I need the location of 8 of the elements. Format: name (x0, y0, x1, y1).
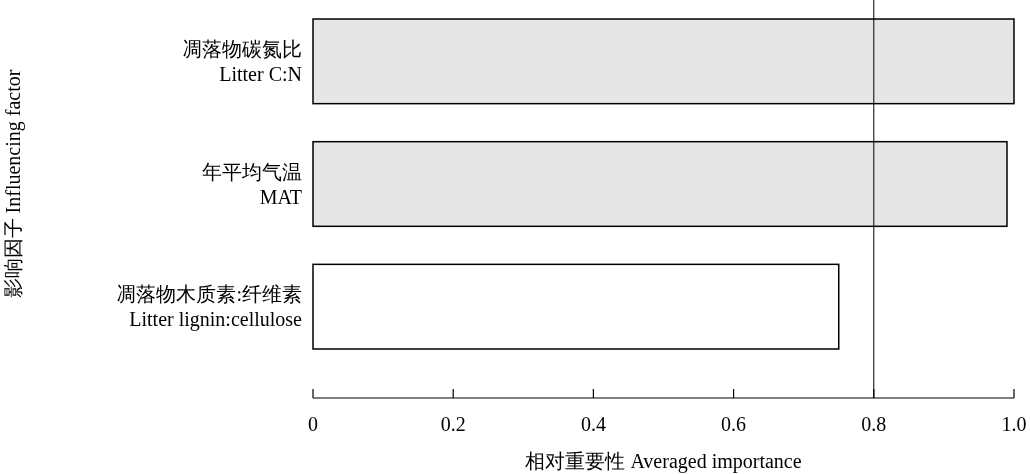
x-tick-label: 0 (308, 413, 318, 435)
x-axis-title: 相对重要性 Averaged importance (525, 450, 802, 473)
x-tick-label: 0.6 (721, 413, 747, 435)
y-axis-title: 影响因子 Influencing factor (2, 69, 25, 299)
x-tick-label: 0.2 (440, 413, 466, 435)
x-tick-label: 0.8 (861, 413, 887, 435)
x-tick-label: 1.0 (1001, 413, 1027, 435)
x-tick-label: 0.4 (580, 413, 606, 435)
